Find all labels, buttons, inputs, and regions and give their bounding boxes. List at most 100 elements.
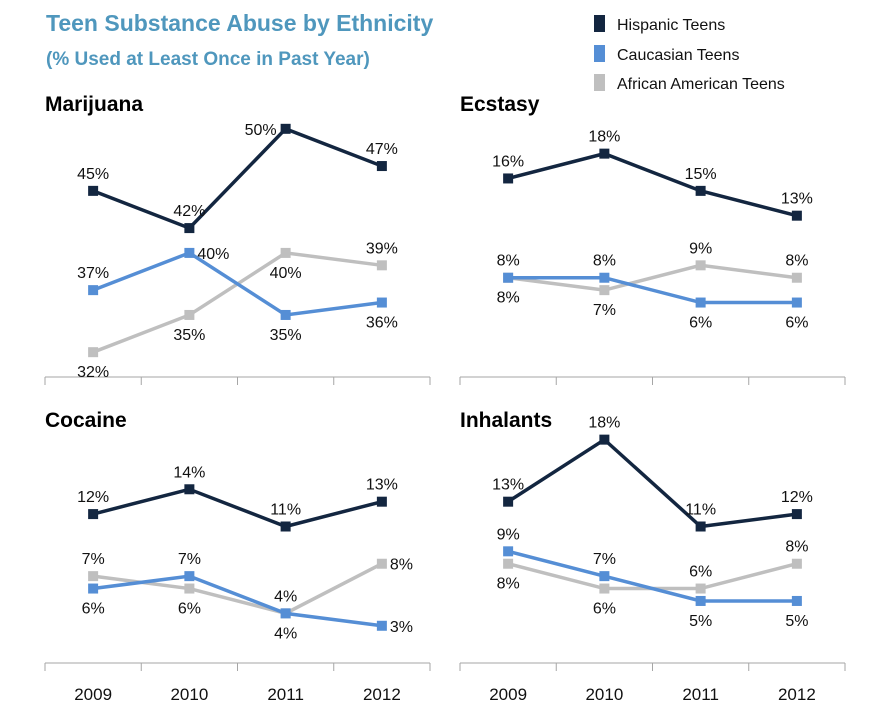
data-label-african-american: 35% <box>173 327 205 344</box>
data-point-african-american <box>88 571 99 582</box>
data-point-african-american <box>599 285 610 296</box>
panel-title: Cocaine <box>45 409 127 432</box>
data-label-hispanic: 18% <box>588 415 620 432</box>
data-label-caucasian: 5% <box>689 613 712 630</box>
data-label-caucasian: 6% <box>689 315 712 332</box>
series-line-hispanic <box>507 151 798 218</box>
data-point-african-american <box>599 583 610 594</box>
legend-label-hispanic: Hispanic Teens <box>617 17 725 34</box>
panel-title: Marijuana <box>45 93 143 116</box>
data-label-caucasian: 3% <box>390 619 413 636</box>
panel-cocaine: Cocaine 2009 2010 2011 2012 12% 14% 11% 13% 6% 7% 4… <box>44 409 431 704</box>
data-label-caucasian: 40% <box>197 246 229 263</box>
series-line-african-american <box>507 562 798 591</box>
data-point-caucasian <box>280 608 291 619</box>
data-point-caucasian <box>280 309 291 320</box>
x-tick-label: 2009 <box>489 685 527 704</box>
data-point-caucasian <box>695 595 706 606</box>
data-point-hispanic <box>280 123 291 134</box>
chart-title: Teen Substance Abuse by Ethnicity <box>46 10 433 36</box>
data-point-caucasian <box>376 620 387 631</box>
data-point-african-american <box>88 347 99 358</box>
data-point-hispanic <box>791 509 802 520</box>
data-label-hispanic: 16% <box>492 153 524 170</box>
data-label-hispanic: 18% <box>588 129 620 146</box>
data-label-hispanic: 45% <box>77 166 109 183</box>
data-label-african-american: 6% <box>689 564 712 581</box>
x-tick-label: 2010 <box>170 685 208 704</box>
data-label-african-american: 6% <box>178 601 201 618</box>
legend-label-african-american: African American Teens <box>617 76 785 93</box>
data-point-african-american <box>503 558 514 569</box>
series-line-african-american <box>92 562 383 616</box>
legend-swatch-african-american <box>594 74 605 91</box>
data-label-african-american: 7% <box>593 302 616 319</box>
data-point-african-american <box>184 583 195 594</box>
data-point-hispanic <box>376 161 387 172</box>
data-point-african-american <box>376 558 387 569</box>
data-label-african-american: 39% <box>366 240 398 257</box>
data-point-african-american <box>695 583 706 594</box>
data-point-caucasian <box>503 546 514 557</box>
data-label-caucasian: 37% <box>77 265 109 282</box>
panel-ecstasy: Ecstasy 16% 18% 15% 13% 8% 8% 6% 6% 8% 7% 9% 8% <box>459 93 846 385</box>
data-label-hispanic: 42% <box>173 203 205 220</box>
data-label-caucasian: 5% <box>785 613 808 630</box>
data-label-caucasian: 6% <box>785 315 808 332</box>
legend: Hispanic Teens Caucasian Teens African A… <box>594 15 785 93</box>
data-point-african-american <box>791 558 802 569</box>
data-label-hispanic: 14% <box>173 464 205 481</box>
data-point-african-american <box>695 260 706 271</box>
data-point-african-american <box>280 247 291 258</box>
data-point-african-american <box>184 309 195 320</box>
data-label-african-american: 8% <box>497 576 520 593</box>
panel-title: Ecstasy <box>460 93 540 116</box>
x-tick-label: 2011 <box>267 685 304 704</box>
legend-swatch-caucasian <box>594 45 605 62</box>
data-label-caucasian: 6% <box>82 601 105 618</box>
series-line-caucasian <box>507 549 797 603</box>
data-label-caucasian: 7% <box>178 551 201 568</box>
data-point-hispanic <box>695 521 706 532</box>
data-label-african-american: 8% <box>497 290 520 307</box>
data-point-caucasian <box>599 272 610 283</box>
series-line-caucasian <box>92 250 383 317</box>
data-label-african-american: 32% <box>77 364 109 381</box>
data-label-african-american: 8% <box>390 557 413 574</box>
x-tick-label: 2009 <box>74 685 112 704</box>
panel-inhalants: Inhalants 2009 2010 2011 2012 13% 18% 11% 12% 9% 7… <box>459 409 846 704</box>
data-label-hispanic: 11% <box>685 502 716 519</box>
x-tick-label: 2012 <box>363 685 401 704</box>
series-line-african-american <box>92 251 383 354</box>
data-point-caucasian <box>599 571 610 582</box>
data-point-caucasian <box>791 595 802 606</box>
chart-subtitle: (% Used at Least Once in Past Year) <box>46 49 370 70</box>
data-point-hispanic <box>599 148 610 159</box>
data-point-hispanic <box>695 185 706 196</box>
x-tick-label: 2011 <box>682 685 719 704</box>
data-point-hispanic <box>88 185 99 196</box>
series-line-caucasian <box>508 275 797 305</box>
series-line-african-american <box>507 263 798 292</box>
data-point-african-american <box>791 272 802 283</box>
data-label-african-american: 6% <box>593 601 616 618</box>
data-label-caucasian: 7% <box>593 551 616 568</box>
data-label-hispanic: 47% <box>366 141 398 158</box>
data-point-hispanic <box>791 210 802 221</box>
data-label-caucasian: 35% <box>270 327 302 344</box>
data-label-hispanic: 12% <box>781 489 813 506</box>
legend-label-caucasian: Caucasian Teens <box>617 47 739 64</box>
data-label-hispanic: 13% <box>492 477 524 494</box>
panel-marijuana: Marijuana 45% 42% 50% 47% 37% 40% 35% 36% 32% 35% 4… <box>44 93 431 385</box>
data-label-caucasian: 9% <box>497 526 520 543</box>
data-point-hispanic <box>376 496 387 507</box>
legend-swatch-hispanic <box>594 15 605 32</box>
data-label-hispanic: 12% <box>77 489 109 506</box>
data-point-hispanic <box>599 434 610 445</box>
data-point-caucasian <box>88 285 99 296</box>
data-label-african-american: 8% <box>785 539 808 556</box>
x-tick-label: 2012 <box>778 685 816 704</box>
data-label-african-american: 4% <box>274 588 297 605</box>
data-label-african-american: 8% <box>785 253 808 270</box>
